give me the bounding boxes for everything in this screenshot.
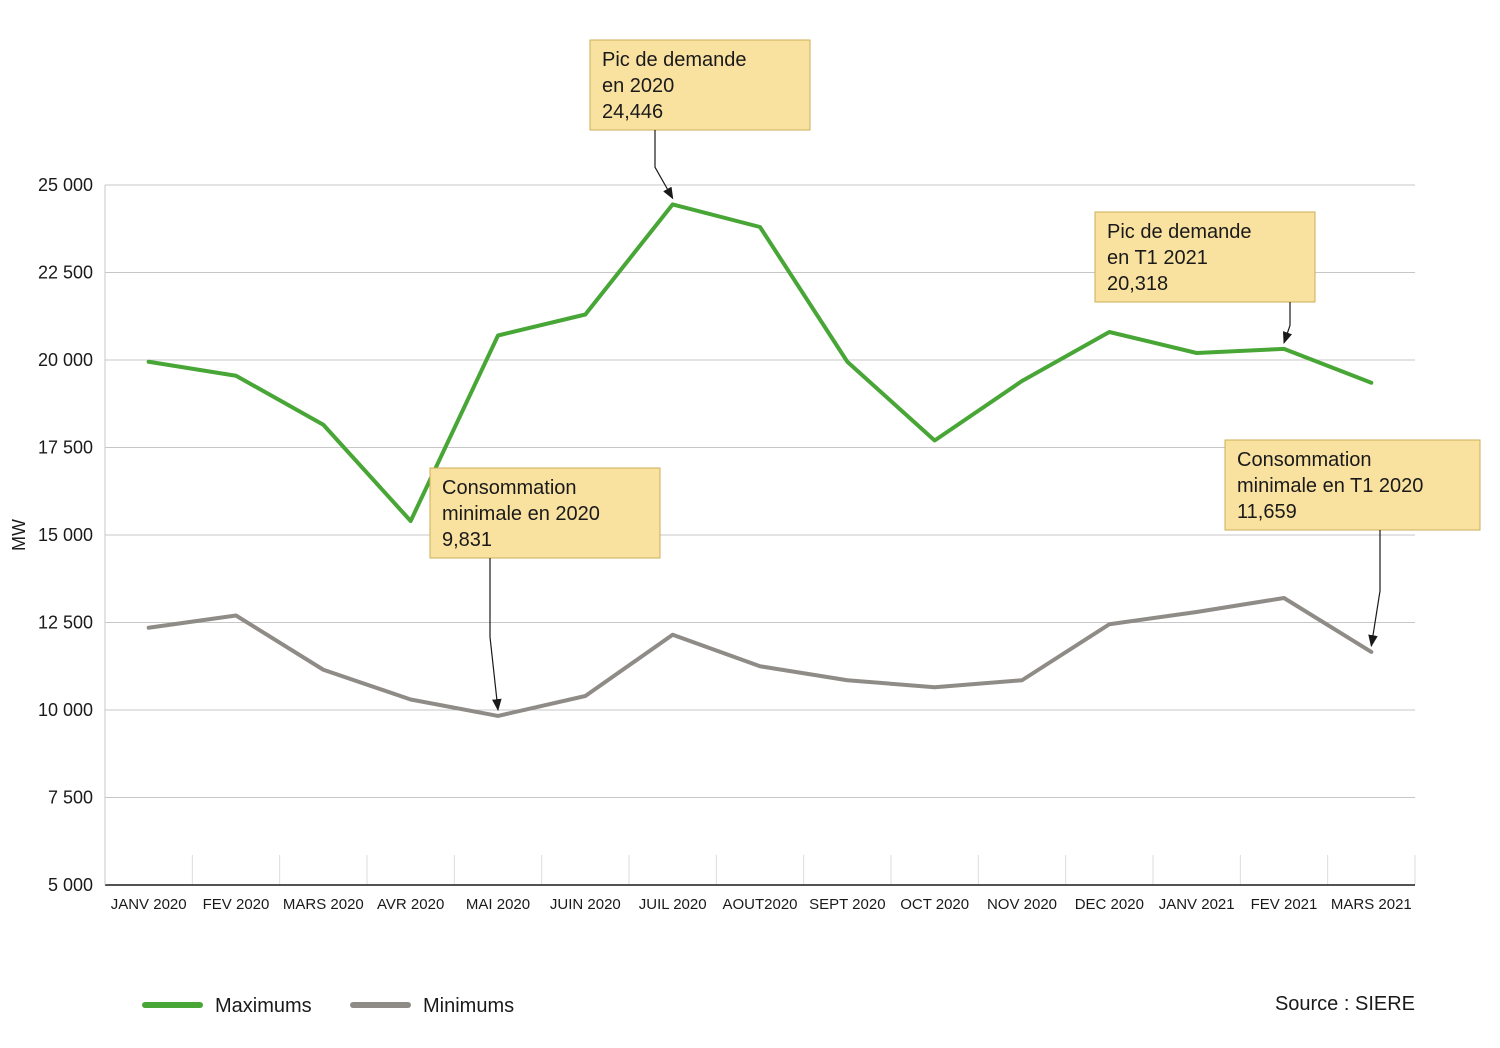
series-line-minimums: [149, 598, 1372, 716]
y-tick-label: 10 000: [38, 700, 93, 720]
chart-legend: Maximums Minimums: [145, 995, 514, 1017]
x-tick-label: FEV 2021: [1251, 896, 1318, 913]
legend-label: Minimums: [423, 995, 514, 1017]
callout-peak-t1-2021: Pic de demande en T1 2021 20,318: [1095, 212, 1315, 343]
y-tick-label: 7 500: [48, 788, 93, 808]
callout-text: en T1 2021: [1107, 247, 1208, 269]
x-tick-label: JUIN 2020: [550, 896, 621, 913]
callout-text: minimale en 2020: [442, 503, 600, 525]
callout-text: Consommation: [1237, 449, 1372, 471]
x-tick-label: NOV 2020: [987, 896, 1057, 913]
x-tick-label: AOUT2020: [722, 896, 797, 913]
x-tick-label: JUIL 2020: [639, 896, 707, 913]
callout-text: 11,659: [1237, 501, 1297, 523]
x-tick-label: AVR 2020: [377, 896, 444, 913]
x-tick-label: MAI 2020: [466, 896, 530, 913]
y-tick-label: 22 500: [38, 263, 93, 283]
legend-label: Maximums: [215, 995, 312, 1017]
y-tick-label: 25 000: [38, 175, 93, 195]
x-tick-label: JANV 2020: [111, 896, 187, 913]
x-tick-label: OCT 2020: [900, 896, 969, 913]
x-tick-label: MARS 2020: [283, 896, 364, 913]
x-tick-label: DEC 2020: [1075, 896, 1144, 913]
callout-text: 24,446: [602, 101, 663, 123]
callout-min-2020: Consommation minimale en 2020 9,831: [430, 468, 660, 710]
callout-text: Consommation: [442, 477, 577, 499]
chart-container: 5 000 7 500 10 000 12 500 15 000 17 500 20 000…: [0, 0, 1500, 1048]
callout-text: Pic de demande: [1107, 221, 1252, 243]
callout-text: 20,318: [1107, 273, 1168, 295]
y-tick-label: 12 500: [38, 613, 93, 633]
y-axis-label: MW: [9, 519, 29, 551]
x-tick-label: JANV 2021: [1159, 896, 1235, 913]
callout-text: minimale en T1 2020: [1237, 475, 1423, 497]
x-tick-label: SEPT 2020: [809, 896, 885, 913]
y-tick-label: 5 000: [48, 875, 93, 895]
chart-callouts: Pic de demandeen 202024,446Pic de demand…: [430, 40, 1480, 710]
x-tick-label: MARS 2021: [1331, 896, 1412, 913]
line-chart: 5 000 7 500 10 000 12 500 15 000 17 500 20 000…: [0, 0, 1500, 1048]
callout-min-t1-2020: Consommation minimale en T1 2020 11,659: [1225, 440, 1480, 646]
source-label: Source : SIERE: [1275, 993, 1415, 1015]
callout-text: Pic de demande: [602, 49, 747, 71]
callout-text: 9,831: [442, 529, 492, 551]
callout-text: en 2020: [602, 75, 674, 97]
x-tick-label: FEV 2020: [203, 896, 270, 913]
callout-peak-2020: Pic de demande en 2020 24,446: [590, 40, 810, 198]
y-tick-label: 17 500: [38, 438, 93, 458]
y-tick-label: 15 000: [38, 525, 93, 545]
y-tick-label: 20 000: [38, 350, 93, 370]
